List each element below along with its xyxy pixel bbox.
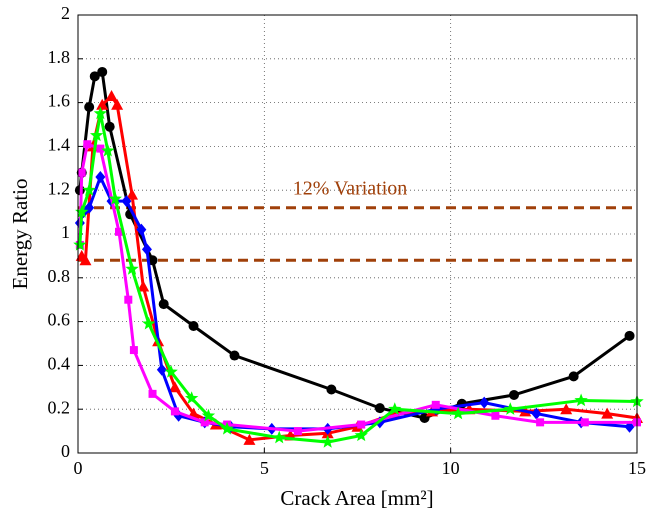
marker (136, 223, 147, 236)
marker (272, 430, 286, 444)
marker (97, 66, 108, 77)
marker (142, 316, 156, 330)
marker (105, 90, 118, 102)
plot-area (78, 15, 637, 453)
marker (388, 402, 402, 415)
marker (624, 330, 635, 341)
annotation: 12% Variation (293, 178, 408, 200)
marker (129, 346, 138, 355)
marker (126, 188, 139, 200)
marker (89, 128, 104, 142)
marker (601, 407, 614, 419)
marker (101, 143, 115, 157)
x-tick-label: 15 (628, 458, 646, 478)
marker (326, 384, 337, 395)
marker (188, 320, 199, 331)
x-tick-label: 10 (442, 458, 460, 478)
marker (95, 171, 106, 184)
marker (124, 295, 133, 304)
marker (574, 393, 588, 407)
x-tick-label: 0 (74, 458, 83, 478)
marker (96, 144, 105, 153)
marker (357, 420, 366, 429)
marker (220, 421, 234, 435)
marker (79, 254, 92, 266)
marker (111, 98, 124, 110)
y-tick-label: 1.8 (48, 47, 71, 67)
marker (114, 227, 123, 236)
y-tick-label: 0.2 (48, 397, 71, 417)
marker (536, 418, 545, 427)
marker (185, 391, 199, 404)
marker (141, 243, 152, 256)
marker (201, 408, 216, 422)
marker (96, 98, 109, 110)
marker (451, 406, 465, 420)
y-tick-label: 0.6 (48, 310, 71, 330)
marker (568, 371, 579, 382)
series-line (78, 69, 631, 420)
marker (229, 350, 240, 361)
marker (108, 191, 122, 205)
marker (104, 121, 115, 132)
marker (293, 427, 302, 436)
marker (82, 183, 96, 196)
marker (125, 262, 139, 275)
marker (354, 428, 368, 442)
marker (243, 433, 256, 445)
marker (200, 418, 209, 427)
y-tick-label: 2 (61, 3, 70, 23)
marker (75, 205, 89, 218)
marker (580, 418, 589, 427)
marker (503, 402, 517, 415)
y-axis-label: Energy Ratio (8, 178, 32, 289)
marker (479, 396, 490, 409)
marker (321, 435, 335, 448)
marker (121, 195, 132, 208)
y-tick-label: 0 (61, 441, 70, 461)
marker (137, 280, 150, 292)
marker (509, 389, 520, 400)
marker (93, 106, 108, 120)
marker (491, 411, 500, 420)
marker (164, 364, 178, 378)
marker (168, 381, 181, 393)
y-tick-label: 1.2 (48, 178, 71, 198)
x-tick-label: 5 (260, 458, 269, 478)
marker (158, 299, 169, 310)
marker (374, 403, 385, 414)
marker (560, 403, 573, 415)
y-tick-label: 1 (61, 222, 70, 242)
plot-frame (77, 14, 638, 454)
marker (156, 363, 167, 376)
marker (431, 400, 440, 409)
y-tick-label: 0.4 (48, 354, 71, 374)
y-tick-label: 1.6 (48, 91, 71, 111)
marker (148, 389, 157, 398)
marker (170, 407, 179, 416)
marker (531, 407, 542, 420)
marker (84, 101, 95, 112)
y-tick-label: 0.8 (48, 266, 71, 286)
marker (77, 168, 86, 177)
marker (83, 140, 92, 149)
marker (73, 237, 87, 251)
marker (89, 71, 100, 82)
x-axis-label: Crack Area [mm²] (280, 486, 433, 510)
y-tick-label: 1.4 (48, 135, 71, 155)
